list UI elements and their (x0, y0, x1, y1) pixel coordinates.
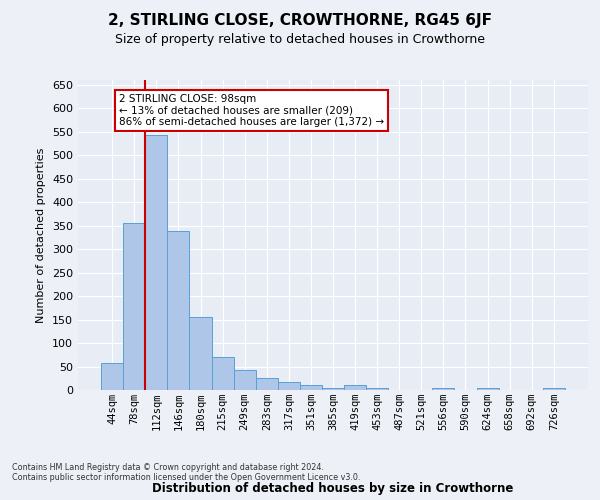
Bar (278, 382, 300, 390)
Bar (256, 378, 278, 390)
Bar (145, 136, 167, 390)
Text: Contains public sector information licensed under the Open Government Licence v3: Contains public sector information licen… (12, 474, 361, 482)
Bar (543, 388, 565, 390)
Bar (167, 231, 190, 390)
Bar (123, 224, 145, 390)
Bar (344, 386, 366, 390)
Bar (212, 357, 233, 390)
Y-axis label: Number of detached properties: Number of detached properties (37, 148, 46, 322)
Text: 2, STIRLING CLOSE, CROWTHORNE, RG45 6JF: 2, STIRLING CLOSE, CROWTHORNE, RG45 6JF (108, 12, 492, 28)
Bar (476, 388, 499, 390)
Bar (101, 363, 123, 390)
Bar (433, 388, 454, 390)
Bar (190, 317, 212, 390)
Text: Contains HM Land Registry data © Crown copyright and database right 2024.: Contains HM Land Registry data © Crown c… (12, 464, 324, 472)
Bar (300, 386, 322, 390)
Bar (366, 388, 388, 390)
Bar (233, 370, 256, 390)
Text: Distribution of detached houses by size in Crowthorne: Distribution of detached houses by size … (152, 482, 514, 495)
Text: 2 STIRLING CLOSE: 98sqm
← 13% of detached houses are smaller (209)
86% of semi-d: 2 STIRLING CLOSE: 98sqm ← 13% of detache… (119, 94, 384, 128)
Bar (322, 388, 344, 390)
Text: Size of property relative to detached houses in Crowthorne: Size of property relative to detached ho… (115, 32, 485, 46)
